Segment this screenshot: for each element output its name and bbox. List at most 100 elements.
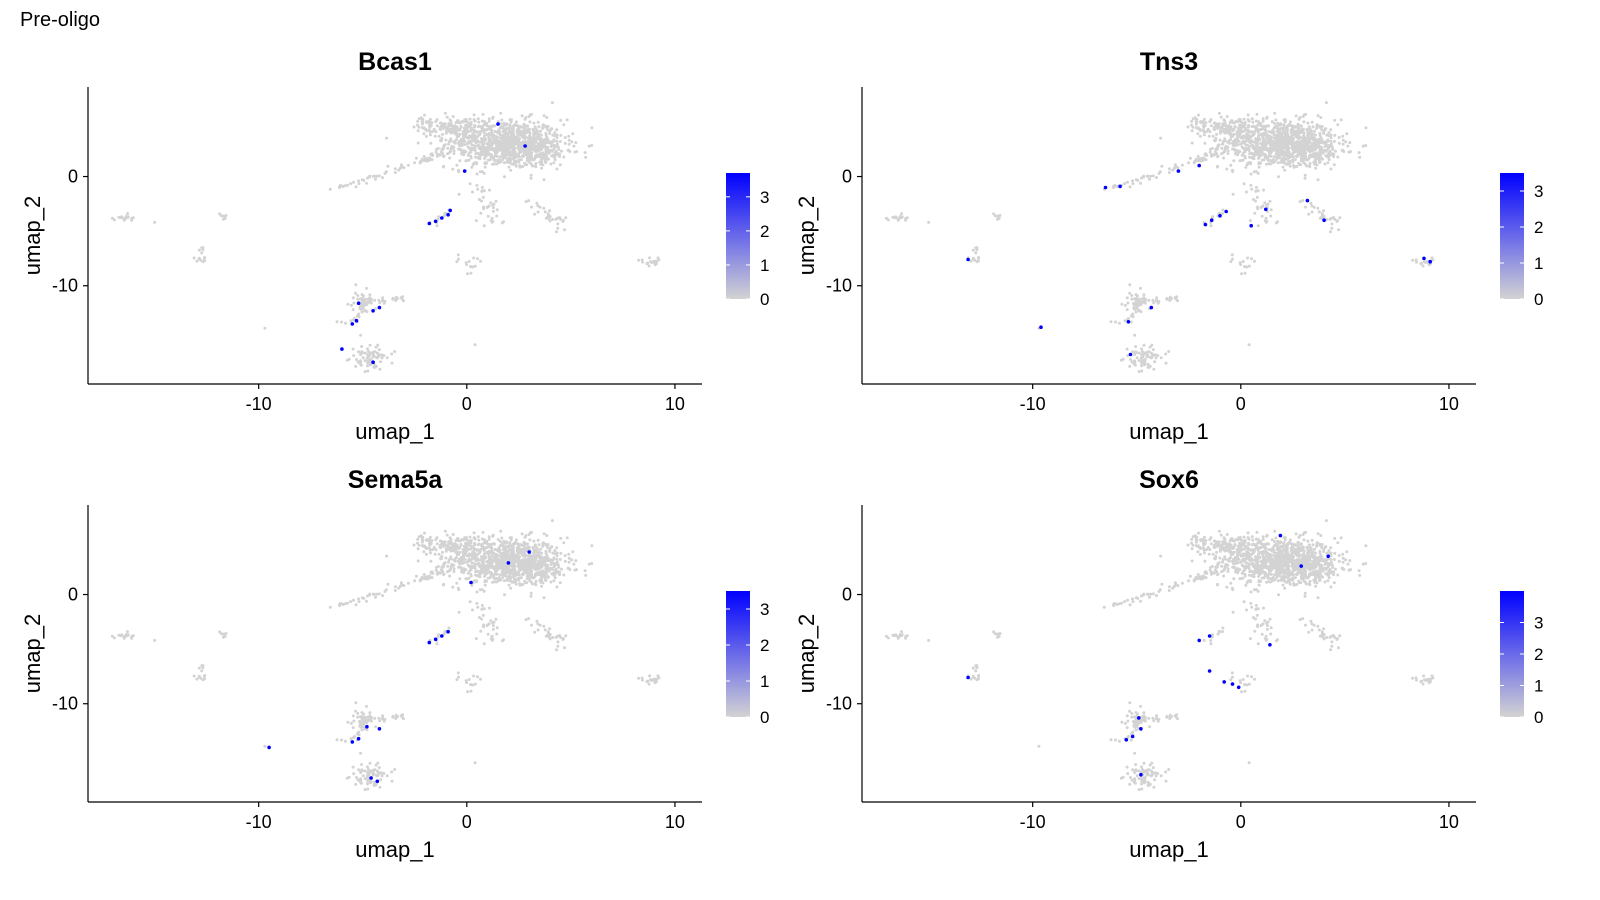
cell-point	[494, 199, 498, 203]
cell-point	[1114, 320, 1117, 324]
cell-point	[352, 598, 355, 602]
y-tick-label: 0	[842, 167, 852, 187]
cell-point	[555, 136, 559, 140]
cell-point	[192, 256, 196, 260]
cell-point	[433, 552, 437, 556]
cell-point	[515, 153, 519, 157]
cell-point	[461, 132, 465, 136]
cell-point	[391, 296, 395, 300]
cell-point	[371, 174, 375, 178]
expressing-point	[446, 213, 450, 217]
cell-point	[482, 541, 486, 545]
cell-point	[486, 150, 490, 154]
cell-point	[502, 558, 506, 562]
cell-point	[516, 576, 520, 580]
cell-point	[1263, 153, 1267, 156]
cell-point	[1277, 154, 1281, 158]
cell-point	[501, 544, 505, 547]
cell-point	[1273, 148, 1277, 152]
cell-point	[548, 219, 552, 223]
cell-point	[590, 544, 594, 548]
cell-point	[491, 209, 495, 213]
cell-point	[518, 129, 522, 133]
cell-point	[126, 630, 129, 634]
cell-point	[1328, 217, 1332, 221]
cell-point	[1300, 124, 1303, 128]
cell-point	[495, 208, 499, 212]
cell-point	[414, 156, 418, 160]
cell-point	[463, 118, 467, 122]
cell-point	[567, 134, 571, 138]
cell-point	[511, 543, 515, 547]
cell-point	[441, 550, 444, 554]
cell-point	[651, 678, 655, 682]
cell-point	[526, 545, 530, 549]
cell-point	[536, 210, 540, 214]
cell-point	[471, 550, 475, 554]
cell-point	[530, 143, 534, 147]
cell-point	[1119, 358, 1123, 362]
cell-point	[1243, 265, 1246, 269]
cell-point	[429, 559, 433, 563]
cell-point	[1250, 151, 1254, 155]
cell-point	[1165, 296, 1169, 300]
cell-point	[535, 129, 539, 133]
cell-point	[450, 542, 453, 546]
cell-point	[1279, 160, 1283, 163]
cell-point	[485, 133, 489, 137]
cell-point	[1324, 149, 1328, 153]
cell-point	[501, 126, 505, 129]
cell-point	[434, 568, 438, 572]
cell-point	[518, 146, 522, 150]
cell-point	[637, 676, 641, 680]
cell-point	[452, 140, 456, 144]
cell-point	[1236, 149, 1240, 153]
cell-point	[1203, 124, 1207, 128]
cell-point	[397, 586, 401, 590]
cell-point	[480, 565, 484, 569]
cell-point	[502, 561, 506, 565]
cell-point	[340, 320, 343, 324]
cell-point	[1142, 293, 1146, 297]
cell-point	[1338, 216, 1342, 220]
cell-point	[222, 214, 226, 218]
cell-point	[450, 545, 454, 549]
cell-point	[498, 145, 502, 149]
cell-point	[1259, 133, 1263, 137]
cell-point	[491, 203, 495, 207]
cell-point	[475, 156, 479, 159]
cell-point	[203, 256, 207, 259]
cell-point	[542, 532, 546, 536]
cell-point	[529, 145, 533, 149]
cell-point	[511, 138, 514, 142]
expressing-point	[1126, 320, 1131, 324]
cell-point	[361, 307, 365, 310]
panel-title: Tns3	[1140, 48, 1198, 76]
cell-point	[448, 574, 452, 578]
cell-point	[1269, 154, 1273, 158]
cell-point	[1257, 162, 1261, 166]
cell-point	[481, 149, 485, 153]
cell-point	[552, 579, 556, 583]
cell-point	[567, 552, 571, 556]
cell-point	[363, 351, 367, 355]
cell-point	[473, 682, 477, 686]
cell-point	[1255, 189, 1258, 193]
expressing-cells	[966, 163, 1432, 357]
cell-point	[648, 674, 652, 678]
cell-point	[461, 550, 465, 554]
cell-point	[553, 576, 557, 580]
cell-point	[1255, 195, 1259, 199]
cell-point	[513, 150, 517, 154]
cell-point	[529, 591, 533, 595]
cell-point	[1254, 147, 1258, 151]
cell-point	[1256, 138, 1260, 142]
cell-point	[469, 572, 473, 576]
cell-point	[1243, 123, 1247, 127]
cell-point	[1253, 211, 1257, 215]
cell-point	[534, 148, 538, 152]
cell-point	[1137, 309, 1141, 313]
cell-point	[527, 533, 531, 536]
cell-point	[439, 139, 443, 143]
